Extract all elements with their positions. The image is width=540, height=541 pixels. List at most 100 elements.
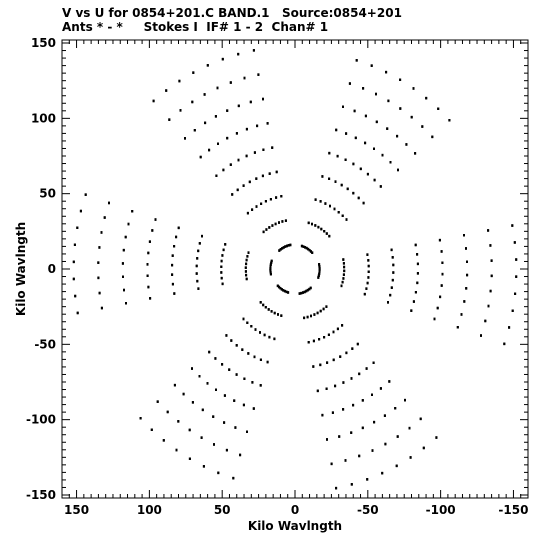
uv-point [98,246,100,249]
uv-point [222,58,224,61]
uv-point [281,220,283,223]
uv-point [262,98,264,101]
uv-point [167,411,169,414]
uv-point [255,328,257,331]
uv-point [254,151,256,154]
uv-point [171,264,173,267]
uv-point [466,261,468,264]
uv-point [326,232,328,235]
uv-point [384,414,386,417]
uv-point [387,100,389,103]
uv-point [123,249,125,252]
uv-point [326,438,328,441]
uv-point [221,254,223,257]
uv-point [237,53,239,56]
uv-point [358,197,360,200]
x-tick-label: 150 [64,503,89,517]
uv-point [425,97,427,100]
uv-point [221,277,223,280]
uv-point [262,175,264,178]
uv-point [260,301,262,304]
uv-point [207,64,209,67]
uv-point [163,439,165,442]
uv-point [349,82,351,85]
uv-point [515,258,517,261]
uv-point [416,253,418,256]
uv-point [200,156,202,159]
plot-frame [62,40,528,498]
uv-point [192,401,194,404]
uv-point [194,129,196,132]
uv-point [147,263,149,266]
uv-point [335,487,337,490]
uv-point [417,263,419,266]
uv-point [396,465,398,468]
uv-point [196,272,198,275]
uv-point [222,169,224,172]
uv-point [202,409,204,412]
uv-point [374,179,376,182]
uv-point [392,271,394,274]
uv-point [215,389,217,392]
uv-point [246,259,248,262]
uv-point [337,328,339,331]
uv-point [437,108,439,111]
uv-point [257,73,259,76]
uv-point [80,210,82,213]
uv-point [208,149,210,152]
uv-point [254,356,256,359]
uv-point [465,247,467,250]
uv-point [404,399,406,402]
uv-point [315,198,317,201]
uv-point [197,287,199,290]
uv-point [278,221,280,224]
uv-point [461,313,463,316]
uv-point [223,421,225,424]
uv-point [342,281,344,284]
uv-point [434,318,436,321]
uv-point [333,331,335,334]
uv-point [358,373,360,376]
uv-point [442,273,444,276]
uv-point [253,49,255,52]
uv-point [255,177,257,180]
uv-point [512,310,514,313]
uv-point [74,244,76,247]
uv-point [215,115,217,118]
uv-point [228,368,230,371]
uv-point [251,381,253,384]
uv-point [260,384,262,387]
uv-point [352,404,354,407]
uv-point [391,286,393,289]
y-tick-label: -100 [26,413,56,427]
uv-point [392,279,394,282]
uv-point [172,283,174,286]
uv-point [335,129,337,132]
uv-point [104,216,106,219]
uv-point [245,270,247,273]
uv-point [338,435,340,438]
uv-point [310,315,312,318]
uv-point [317,276,319,279]
uv-point [280,195,282,198]
uv-point [487,229,489,232]
uv-point [243,318,245,321]
uv-point [317,390,319,393]
uv-point [220,271,222,274]
uv-point [122,262,124,265]
uv-point [311,251,313,254]
uv-point [243,404,245,407]
uv-point [236,373,238,376]
uv-point [238,159,240,162]
uv-point [371,394,373,397]
uv-point [441,284,443,287]
uv-point [204,122,206,125]
uv-point [399,79,401,82]
uv-point [157,400,159,403]
uv-point [155,218,157,221]
uv-point [368,271,370,274]
uv-point [355,137,357,140]
uv-point [74,295,76,298]
uv-point [318,338,320,341]
